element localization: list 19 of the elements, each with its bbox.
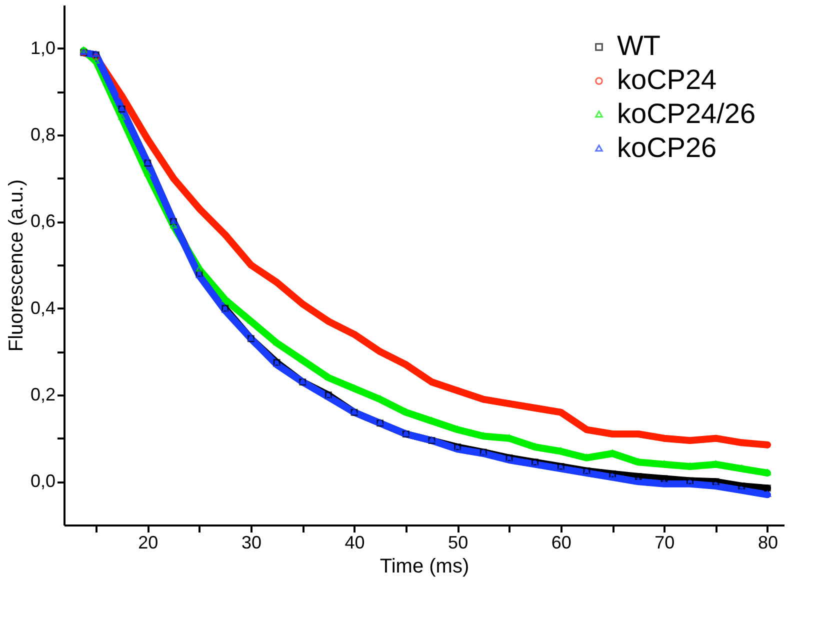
legend-label: WT (617, 30, 661, 61)
x-tick-label: 20 (138, 532, 158, 552)
y-tick-label: 0,6 (30, 211, 56, 232)
y-tick-label: 0,2 (30, 384, 56, 404)
y-tick-label: 0,8 (30, 124, 56, 144)
legend-label: koCP24 (617, 64, 717, 95)
x-tick-label: 60 (551, 532, 572, 552)
y-tick-label: 0,0 (30, 471, 56, 492)
legend-label: koCP26 (617, 132, 717, 163)
x-tick-label: 50 (448, 532, 468, 552)
legend-label: koCP24/26 (617, 98, 756, 129)
x-tick-label: 40 (344, 532, 365, 552)
y-tick-label: 0,4 (30, 298, 56, 318)
x-tick-label: 30 (241, 532, 262, 552)
x-tick-label: 70 (654, 532, 675, 552)
x-axis-title: Time (ms) (380, 556, 470, 578)
y-axis-title: Fluorescence (a.u.) (5, 179, 28, 352)
x-tick-label: 80 (758, 532, 778, 552)
y-tick-label: 1,0 (30, 38, 56, 58)
